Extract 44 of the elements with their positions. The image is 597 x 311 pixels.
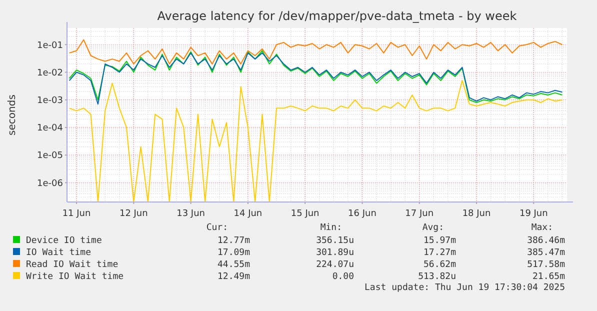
text: 17.27m bbox=[423, 248, 456, 258]
text: 15.97m bbox=[423, 236, 456, 246]
x-tick-label: 11 Jun bbox=[62, 209, 91, 219]
x-tick-label: 14 Jun bbox=[234, 209, 262, 219]
text: 56.62m bbox=[423, 260, 456, 270]
text: 513.82u bbox=[418, 272, 456, 282]
x-tick-label: 16 Jun bbox=[348, 209, 376, 219]
legend-label: Read IO Wait time bbox=[26, 260, 118, 270]
text: 0.00 bbox=[332, 272, 354, 282]
y-tick-label: 1e-02 bbox=[37, 68, 63, 78]
text: Avg: bbox=[422, 223, 444, 233]
text: 12.77m bbox=[217, 236, 250, 246]
text: 44.55m bbox=[217, 260, 250, 270]
text: 385.47m bbox=[527, 248, 565, 258]
text: Max: bbox=[531, 223, 553, 233]
legend-label: IO Wait time bbox=[26, 248, 92, 258]
text: 21.65m bbox=[532, 272, 565, 282]
x-tick-label: 19 Jun bbox=[519, 209, 548, 219]
text: 356.15u bbox=[316, 236, 354, 246]
text: 224.07u bbox=[316, 260, 354, 270]
y-tick-label: 1e-03 bbox=[37, 96, 63, 106]
text: 386.46m bbox=[527, 236, 565, 246]
chart-title: Average latency for /dev/mapper/pve-data_tmeta - by week bbox=[157, 9, 517, 23]
text: Min: bbox=[320, 223, 342, 233]
x-tick-label: 15 Jun bbox=[290, 209, 320, 219]
y-tick-label: 1e-06 bbox=[37, 178, 64, 189]
line-series bbox=[68, 80, 563, 202]
x-tick-label: 17 Jun bbox=[405, 209, 434, 219]
text: Last update: Thu Jun 19 17:30:04 2025 bbox=[364, 283, 565, 293]
text: 12.49m bbox=[217, 272, 250, 282]
x-tick-label: 13 Jun bbox=[176, 209, 206, 219]
line-series bbox=[68, 39, 563, 64]
text: 517.58m bbox=[527, 260, 565, 270]
y-axis-title: seconds bbox=[7, 94, 18, 136]
y-tick-label: 1e-05 bbox=[37, 151, 63, 162]
legend-label: Device IO time bbox=[26, 236, 102, 246]
text: 301.89u bbox=[316, 248, 354, 258]
x-tick-label: 12 Jun bbox=[119, 209, 148, 219]
text: Cur: bbox=[206, 223, 228, 233]
x-tick-label: 18 Jun bbox=[462, 209, 491, 219]
text: 17.09m bbox=[217, 248, 250, 258]
y-tick-label: 1e-04 bbox=[37, 124, 64, 134]
y-tick-label: 1e-01 bbox=[37, 40, 63, 51]
legend-label: Write IO Wait time bbox=[26, 272, 124, 282]
